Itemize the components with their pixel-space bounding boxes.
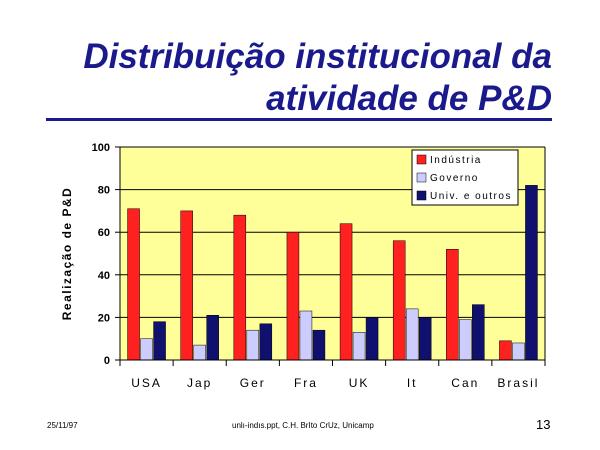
legend: Indústria Governo Univ. e outros: [411, 149, 519, 206]
bar: [140, 338, 153, 361]
bar: [153, 321, 166, 361]
x-tick-label: Ger: [240, 376, 266, 390]
legend-label: Indústria: [430, 155, 482, 166]
y-tick-labels: 0 20 40 60 80 100: [92, 142, 110, 367]
axes-group: [115, 146, 546, 366]
bar: [418, 317, 432, 361]
legend-swatch: [416, 154, 427, 165]
bar: [246, 329, 260, 361]
bar: [127, 208, 140, 361]
x-tick-label: Jap: [187, 376, 212, 390]
legend-box: [411, 149, 519, 206]
x-tick-label: Brasil: [497, 376, 539, 390]
title-divider: [46, 118, 552, 121]
bar: [286, 231, 300, 361]
legend-swatch: [416, 172, 427, 183]
legend-swatch: [416, 190, 427, 201]
y-tick-label: 20: [98, 312, 110, 324]
bar: [193, 344, 206, 361]
x-tick-label: Can: [451, 376, 479, 390]
y-tick-label: 40: [98, 270, 110, 282]
x-tick-label: UK: [349, 376, 370, 390]
x-tick-label: It: [407, 376, 418, 390]
bar: [259, 323, 273, 361]
slide-title: Distribuição institucional da atividade …: [32, 36, 552, 120]
y-tick-label: 0: [104, 355, 110, 367]
bar: [405, 308, 419, 361]
bar: [459, 319, 472, 361]
bar: [499, 340, 512, 361]
bar: [525, 185, 538, 361]
bar: [446, 248, 459, 361]
bar: [352, 332, 366, 361]
y-tick-label: 60: [98, 227, 110, 239]
x-tick-label: Fra: [294, 376, 318, 390]
bars-group: [127, 185, 538, 361]
bar: [339, 223, 353, 361]
bar: [206, 315, 219, 361]
bar: [392, 240, 406, 361]
x-tick-labels: USA Jap Ger Fra UK It Can Brasil: [131, 376, 539, 390]
bar: [180, 210, 193, 361]
bar: [512, 342, 525, 361]
page-number: 13: [536, 417, 551, 432]
legend-label: Univ. e outros: [430, 191, 512, 202]
bar: [299, 310, 313, 361]
footer-date: 25/11/97: [47, 421, 78, 430]
bar: [312, 329, 326, 361]
y-tick-label: 80: [98, 185, 110, 197]
bar: [233, 214, 247, 361]
legend-label: Governo: [430, 173, 479, 184]
bar: [472, 304, 485, 361]
y-axis-label: Realização de P&D: [60, 187, 74, 321]
x-tick-label: USA: [131, 376, 162, 390]
y-tick-label: 100: [92, 142, 110, 154]
footer-source: unlı-indıs.ppt, C.H. BrIto CrUz, Unicamp: [232, 421, 374, 430]
title-line-1: Distribuição institucional da: [83, 37, 552, 76]
title-line-2: atividade de P&D: [266, 79, 552, 118]
bar: [365, 317, 379, 361]
